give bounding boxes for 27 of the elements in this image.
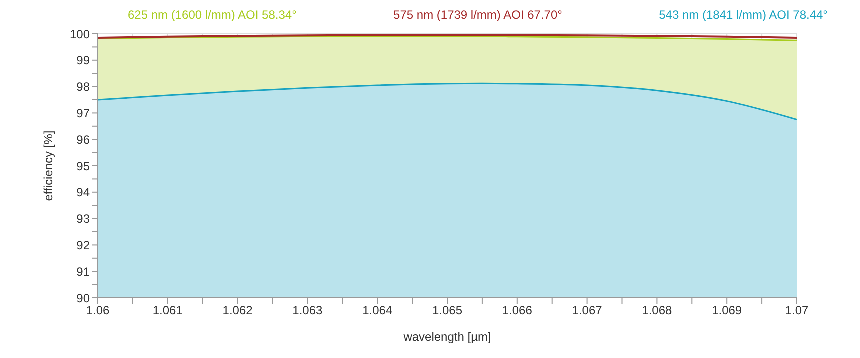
- series-label: 625 nm (1600 l/mm) AOI 58.34°: [128, 8, 297, 24]
- x-tick-label: 1.065: [432, 304, 463, 318]
- x-tick-label: 1.064: [362, 304, 393, 318]
- y-tick-label: 91: [76, 264, 90, 279]
- y-tick-label: 99: [76, 54, 90, 68]
- x-axis-title: wavelength [µm]: [402, 330, 492, 344]
- y-tick-label: 95: [76, 159, 90, 174]
- x-tick-label: 1.061: [152, 304, 184, 318]
- y-tick-label: 92: [76, 238, 90, 252]
- x-tick-label: 1.063: [292, 304, 324, 318]
- x-tick-label: 1.06: [86, 304, 110, 318]
- x-tick-label: 1.062: [222, 304, 254, 318]
- text: 543 nm (1841 l/mm) AOI 78.44°: [659, 8, 828, 24]
- x-tick-label: 1.07: [785, 304, 809, 318]
- x-tick-label: 1.067: [572, 304, 603, 318]
- y-tick-label: 100: [70, 27, 90, 42]
- y-axis-title: efficiency [%]: [41, 130, 56, 202]
- y-tick-label: 90: [76, 291, 90, 306]
- y-tick-label: 96: [76, 132, 90, 147]
- y-tick-label: 94: [76, 186, 90, 200]
- y-tick-label: 98: [76, 80, 90, 94]
- x-tick-label: 1.066: [502, 304, 533, 318]
- x-tick-label: 1.069: [712, 304, 742, 318]
- y-tick-label: 97: [76, 106, 90, 120]
- series-label: 575 nm (1739 l/mm) AOI 67.70°: [394, 8, 562, 24]
- x-tick-label: 1.068: [642, 304, 673, 318]
- y-tick-label: 93: [76, 212, 90, 226]
